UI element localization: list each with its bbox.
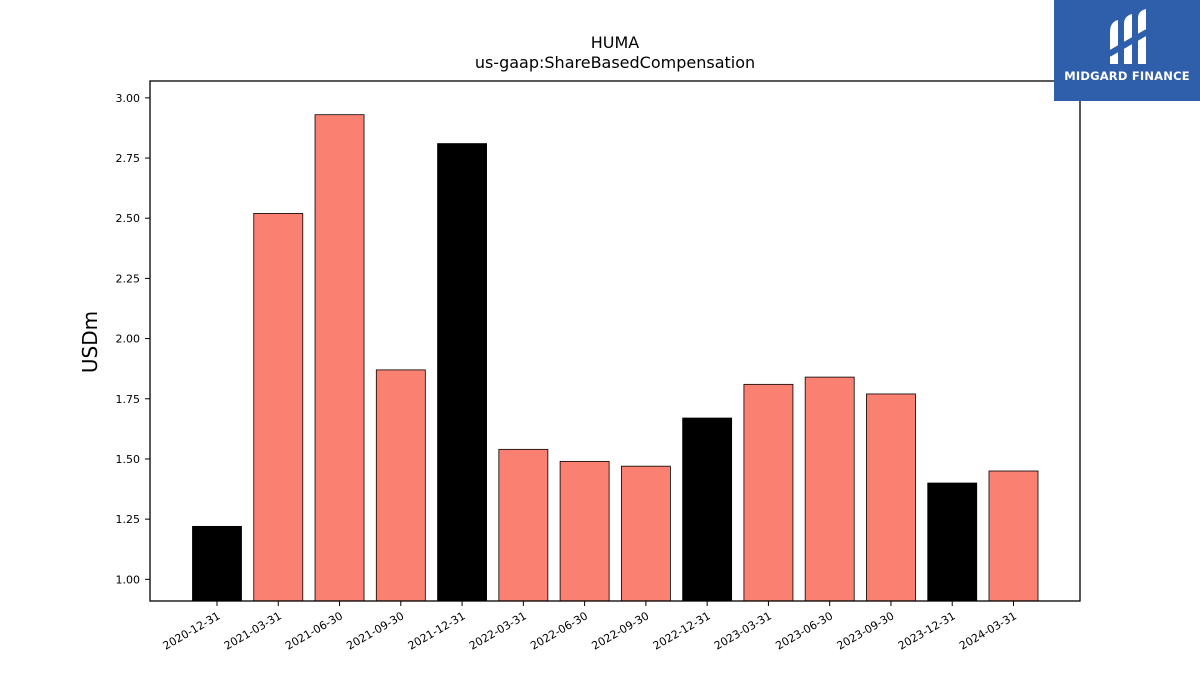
logo-text: MIDGARD FINANCE [1064,69,1190,83]
bars-group [192,114,1039,602]
bar-2020-12-31 [192,525,242,602]
x-tick-label: 2021-06-30 [283,609,345,652]
x-tick-label: 2023-06-30 [773,609,835,652]
y-axis-label: USDm [78,311,102,373]
bar-2022-06-30 [559,460,610,602]
y-tick-label: 1.50 [116,453,141,466]
bar-2023-09-30 [866,393,916,602]
bar-2021-09-30 [375,369,426,602]
y-tick-label: 2.75 [116,152,141,165]
bar-2023-12-31 [927,482,978,602]
y-tick-label: 2.50 [116,212,141,225]
y-tick-label: 2.25 [116,272,141,285]
bar-2022-12-31 [682,417,733,602]
x-tick-label: 2023-03-31 [712,609,774,652]
x-tick-label: 2022-03-31 [467,609,529,652]
y-tick-label: 1.00 [116,573,141,586]
y-tick-label: 1.75 [116,393,141,406]
x-tick-label: 2020-12-31 [161,609,223,652]
bar-2022-03-31 [498,448,549,602]
x-tick-label: 2022-09-30 [590,609,652,652]
chart-title: HUMA [591,33,640,52]
x-tick-label: 2021-09-30 [344,609,406,652]
y-tick-label: 3.00 [116,92,141,105]
x-tick-label: 2023-09-30 [835,609,897,652]
x-axis: 2020-12-31 2021-03-31 2021-06-30 2021-09-30… [161,601,1019,653]
bar-2021-06-30 [314,114,365,602]
y-tick-label: 2.00 [116,333,141,346]
bar-2021-03-31 [253,213,304,602]
chart-subtitle: us-gaap:ShareBasedCompensation [475,53,755,72]
x-tick-label: 2022-12-31 [651,609,713,652]
bar-2022-09-30 [620,465,671,602]
bar-2023-06-30 [804,376,855,602]
y-axis: 1.00 1.25 1.50 1.75 2.00 2.25 2.50 2.75 3.00 [116,92,150,586]
x-tick-label: 2021-03-31 [222,609,284,652]
bar-2023-03-31 [743,383,794,602]
y-tick-label: 1.25 [116,513,141,526]
x-tick-label: 2023-12-31 [896,609,958,652]
x-tick-label: 2021-12-31 [406,609,468,652]
x-tick-label: 2024-03-31 [957,609,1019,652]
bar-2021-12-31 [437,143,487,602]
midgard-finance-logo: MIDGARD FINANCE [1054,0,1200,101]
bar-2024-03-31 [988,470,1039,602]
x-tick-label: 2022-06-30 [528,609,590,652]
logo-mark-icon [1107,9,1149,64]
plot-frame [149,80,1081,602]
